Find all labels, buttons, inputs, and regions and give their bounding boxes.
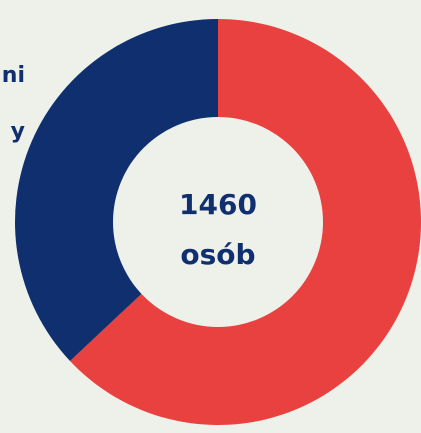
donut-segment: [15, 19, 218, 361]
donut-hole: [113, 117, 323, 327]
side-text: ni: [2, 63, 25, 88]
center-value: 1460: [179, 188, 257, 221]
center-label: osób: [180, 238, 255, 271]
side-text: y: [11, 119, 25, 144]
